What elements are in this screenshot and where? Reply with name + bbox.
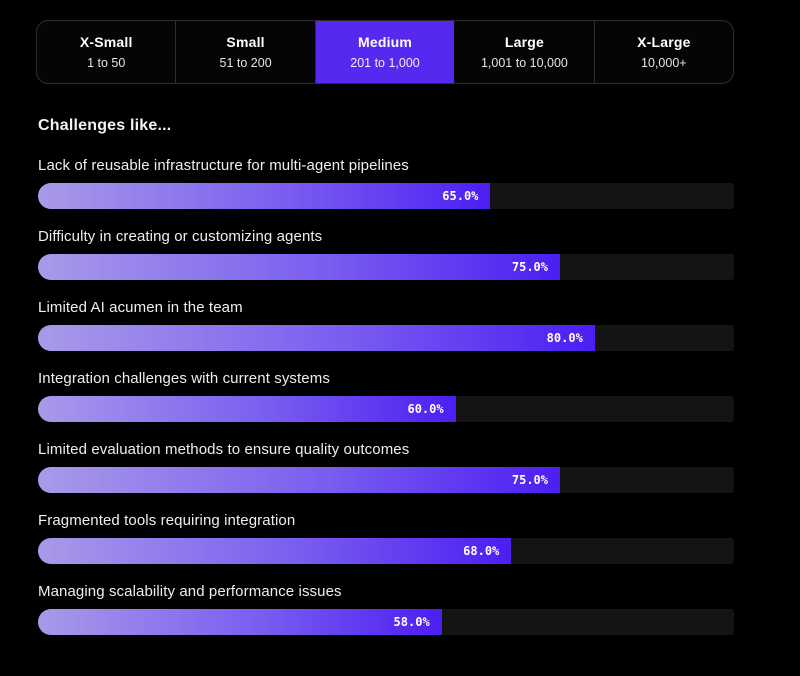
bar-fill: 60.0% [38,396,456,422]
page: X-Small 1 to 50 Small 51 to 200 Medium 2… [36,20,734,635]
bar-label: Lack of reusable infrastructure for mult… [38,157,409,174]
tab-range: 10,000+ [641,56,687,70]
bar-value-label: 80.0% [546,331,583,345]
bar-fill: 75.0% [38,467,560,493]
bar-track: 60.0% [38,396,734,422]
company-size-tabs: X-Small 1 to 50 Small 51 to 200 Medium 2… [36,20,734,84]
bar-label: Difficulty in creating or customizing ag… [38,228,323,245]
bar-row: Limited evaluation methods to ensure qua… [38,441,734,493]
bar-label: Integration challenges with current syst… [38,370,330,387]
bar-label: Managing scalability and performance iss… [38,583,342,600]
bar-value-label: 75.0% [511,473,548,487]
bar-value-label: 65.0% [442,189,479,203]
bar-row: Limited AI acumen in the team 80.0% [38,299,734,351]
bar-value-label: 75.0% [511,260,548,274]
bar-fill: 65.0% [38,183,491,209]
bar-row: Managing scalability and performance iss… [38,583,734,635]
tab-label: Small [226,34,265,50]
bar-value-label: 58.0% [393,615,430,629]
bar-track: 75.0% [38,467,734,493]
bar-track: 58.0% [38,609,734,635]
tab-range: 1 to 50 [87,56,126,70]
tab-small[interactable]: Small 51 to 200 [175,21,314,83]
bar-value-label: 60.0% [407,402,444,416]
bar-value-label: 68.0% [463,544,500,558]
bar-track: 68.0% [38,538,734,564]
bar-chart: Lack of reusable infrastructure for mult… [38,157,734,635]
tab-x-large[interactable]: X-Large 10,000+ [593,21,733,83]
tab-medium[interactable]: Medium 201 to 1,000 [314,21,455,83]
bar-track: 65.0% [38,183,734,209]
bar-fill: 58.0% [38,609,442,635]
bar-track: 75.0% [38,254,734,280]
bar-row: Integration challenges with current syst… [38,370,734,422]
bar-label: Fragmented tools requiring integration [38,512,296,529]
bar-fill: 75.0% [38,254,560,280]
tab-label: Large [504,34,544,50]
bar-track: 80.0% [38,325,734,351]
tab-large[interactable]: Large 1,001 to 10,000 [454,21,593,83]
tab-range: 201 to 1,000 [350,56,420,70]
bar-fill: 68.0% [38,538,512,564]
tab-range: 1,001 to 10,000 [480,56,568,70]
tab-label: Medium [357,34,413,50]
bar-row: Difficulty in creating or customizing ag… [38,228,734,280]
tab-label: X-Small [79,34,133,50]
tab-x-small[interactable]: X-Small 1 to 50 [37,21,175,83]
bar-row: Lack of reusable infrastructure for mult… [38,157,734,209]
section-heading: Challenges like... [38,117,172,134]
bar-label: Limited AI acumen in the team [38,299,243,316]
bar-row: Fragmented tools requiring integration 6… [38,512,734,564]
tab-range: 51 to 200 [219,56,272,70]
tab-label: X-Large [637,34,691,50]
bar-label: Limited evaluation methods to ensure qua… [38,441,410,458]
bar-fill: 80.0% [38,325,595,351]
